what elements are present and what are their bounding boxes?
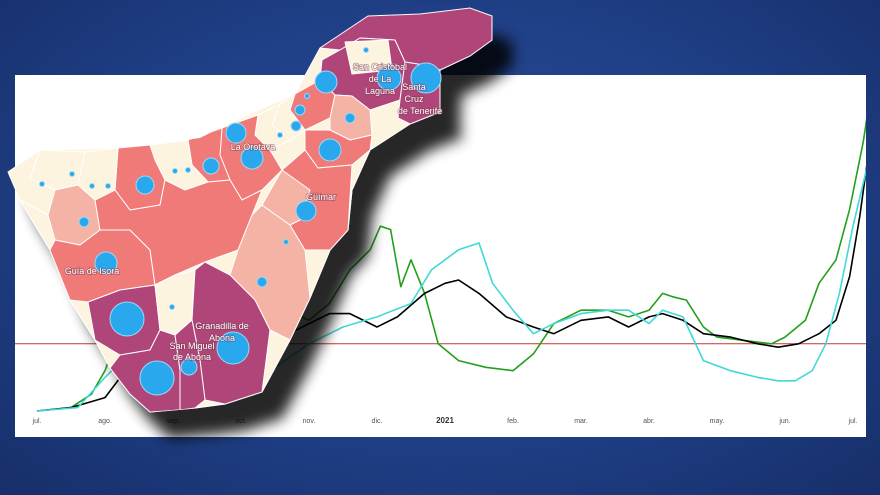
x-tick-label-1: ago.	[98, 418, 112, 425]
bubble-icod	[135, 175, 155, 195]
bubble-buenavista	[39, 181, 45, 187]
case-bubbles	[39, 47, 442, 396]
x-tick-label-3: oct.	[235, 418, 246, 425]
bubble-san-juan	[185, 167, 191, 173]
bubble-los-realejos	[202, 157, 220, 175]
bubble-santa-cruz	[410, 62, 442, 94]
bubble-la-matanza	[277, 132, 283, 138]
label-san-cristobal-1: San Cristóbal	[353, 62, 407, 72]
bubble-el-sauzal	[290, 120, 302, 132]
bubble-adeje	[109, 301, 145, 337]
bubble-candelaria	[318, 138, 342, 162]
bubble-guimar	[295, 200, 317, 222]
bubble-santiago	[78, 216, 90, 228]
bubble-tegueste	[314, 70, 338, 94]
bubble-granadilla	[216, 331, 250, 365]
x-tick-label-11: jun.	[778, 418, 790, 425]
region-las-canadas	[94, 179, 263, 286]
bubble-el-rosario	[344, 112, 356, 124]
bubble-santa-ursula	[304, 93, 310, 99]
town-labels: San Cristóbal de La Laguna Santa Cruz de…	[64, 61, 443, 363]
label-san-cristobal-2: de La	[369, 74, 392, 84]
x-tick-label-12: jul.	[848, 418, 858, 425]
label-san-miguel-2: de Abona	[173, 352, 211, 362]
label-santa-cruz-1: Santa	[402, 82, 426, 92]
x-tick-label-5: dic.	[372, 418, 383, 425]
label-san-miguel-1: San Miguel	[169, 341, 214, 351]
bubble-garachico	[105, 183, 111, 189]
x-tick-label-10: may.	[710, 418, 725, 425]
label-guia-de-isora: Guía de Isora	[65, 266, 120, 276]
bubble-puerto	[225, 122, 247, 144]
bubble-guia-de-isora	[94, 251, 118, 275]
label-granadilla-2: Abona	[209, 333, 235, 343]
x-tick-label-4: nov.	[303, 418, 316, 425]
label-guimar: Güímar	[306, 192, 336, 202]
bubble-arafo	[283, 239, 289, 245]
bubble-arona	[139, 360, 175, 396]
x-tick-label-0: jul.	[32, 418, 42, 425]
x-tick-label-7: feb.	[507, 418, 519, 425]
bubble-fasnia	[256, 276, 268, 288]
x-tick-label-9: abr.	[643, 418, 655, 425]
x-tick-label-6: 2021	[436, 416, 454, 425]
bubble-la-guancha	[172, 168, 178, 174]
bubble-anaga	[363, 47, 369, 53]
label-san-cristobal-3: Laguna	[365, 86, 395, 96]
bubble-el-tanque	[89, 183, 95, 189]
label-santa-cruz-2: Cruz	[404, 94, 424, 104]
label-la-orotava: La Orotava	[231, 142, 276, 152]
x-tick-label-2: sep.	[166, 418, 179, 425]
bubble-la-orotava	[240, 146, 264, 170]
bubble-tacoronte	[294, 104, 306, 116]
bubble-vilaflor	[169, 304, 175, 310]
bubble-san-miguel	[180, 358, 198, 376]
bubble-los-silos	[69, 171, 75, 177]
label-granadilla-1: Granadilla de	[195, 321, 249, 331]
x-tick-label-8: mar.	[574, 418, 588, 425]
label-santa-cruz-3: de Tenerife	[398, 106, 442, 116]
bubble-la-laguna	[376, 65, 402, 91]
